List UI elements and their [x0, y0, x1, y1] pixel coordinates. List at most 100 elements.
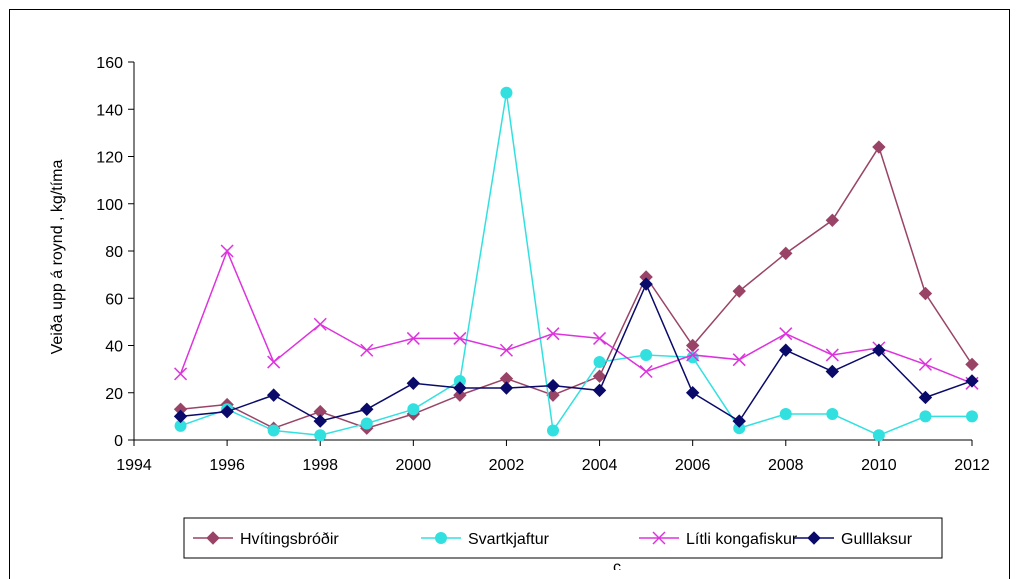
data-point	[173, 409, 188, 424]
data-point	[732, 353, 746, 367]
x-tick-label: 2008	[768, 457, 804, 474]
data-point	[453, 381, 467, 395]
legend-marker	[435, 532, 447, 544]
legend-item: Gulllaksur	[794, 531, 913, 548]
series-line	[179, 248, 973, 384]
data-point	[872, 343, 886, 357]
legend-label: Lítli kongafiskur	[686, 531, 798, 548]
data-point	[174, 419, 187, 432]
x-tick-label: 2000	[396, 457, 432, 474]
data-point	[966, 410, 978, 423]
data-point	[592, 369, 607, 383]
legend: Hvítingsbróðir Svartkjaftur Lítli kongafis…	[183, 517, 943, 559]
y-tick-label: 140	[96, 102, 123, 119]
x-tick-label: 2010	[861, 457, 897, 474]
series-0	[173, 140, 979, 435]
data-point	[593, 356, 606, 369]
data-point	[499, 381, 514, 395]
data-point	[266, 388, 281, 402]
y-tick-label: 60	[105, 291, 123, 308]
data-point	[825, 364, 840, 379]
data-point	[360, 417, 373, 430]
legend-item: Hvítingsbróðir	[193, 531, 339, 548]
data-point	[592, 383, 607, 398]
data-point	[639, 364, 653, 379]
y-tick-label: 160	[96, 55, 123, 72]
legend-item: Svartkjaftur	[421, 531, 550, 548]
y-axis-title: Veiða upp á roynd , kg/tíma	[49, 160, 66, 355]
data-point	[360, 402, 374, 416]
data-point	[406, 376, 421, 391]
data-point	[825, 213, 840, 227]
legend-marker	[206, 531, 220, 545]
data-point	[825, 348, 839, 362]
data-point	[779, 246, 793, 261]
y-tick-label: 0	[114, 433, 123, 450]
data-point	[779, 343, 793, 357]
data-point	[546, 327, 560, 341]
legend-item: Lítli kongafiskur	[639, 531, 798, 548]
series-line	[180, 145, 973, 430]
legend-label: Gulllaksur	[841, 531, 913, 548]
data-point	[965, 374, 979, 388]
data-point	[733, 422, 746, 435]
data-point	[453, 331, 467, 345]
data-point	[267, 424, 280, 437]
series-3	[173, 277, 979, 428]
data-point	[732, 284, 746, 298]
series-2	[174, 244, 979, 390]
data-point	[546, 388, 560, 402]
data-point	[872, 429, 885, 442]
data-point	[546, 378, 560, 393]
legend-label: Hvítingsbróðir	[240, 531, 339, 548]
data-point	[453, 374, 466, 387]
legend-label: Svartkjaftur	[468, 531, 550, 548]
data-point	[314, 429, 327, 442]
data-point	[174, 367, 188, 381]
x-tick-label: 1994	[116, 457, 152, 474]
x-tick-label: 2006	[675, 457, 711, 474]
data-point	[406, 331, 420, 345]
data-point	[826, 408, 839, 421]
y-tick-label: 20	[105, 386, 123, 403]
data-point	[918, 390, 933, 405]
data-point	[686, 348, 700, 362]
data-point	[918, 286, 933, 301]
y-tick-label: 120	[96, 150, 123, 167]
data-point	[220, 404, 234, 419]
data-point	[313, 317, 327, 331]
data-point	[685, 386, 700, 400]
series-line	[180, 282, 973, 423]
data-point	[547, 424, 559, 437]
data-point	[639, 277, 653, 291]
legend-marker	[807, 531, 821, 545]
data-point	[686, 351, 699, 364]
x-tick-label: 2002	[489, 457, 525, 474]
y-tick-label: 80	[105, 244, 123, 261]
series	[173, 86, 979, 442]
data-point	[360, 343, 374, 357]
series-line	[180, 92, 972, 437]
data-point	[220, 244, 234, 258]
data-point	[779, 408, 792, 421]
data-point	[593, 331, 607, 345]
axis-ticks: 0 20 40 60 80 100 120 140 160 1994 1996 1998 2000 200…	[96, 55, 990, 474]
x-tick-label: 2012	[954, 457, 990, 474]
data-point	[313, 414, 327, 428]
data-point	[872, 140, 886, 154]
data-point	[267, 355, 281, 369]
data-point	[453, 388, 467, 402]
x-tick-label: 1998	[302, 457, 338, 474]
x-tick-label: 2004	[582, 457, 618, 474]
data-point	[779, 327, 793, 341]
stray-text: c	[613, 559, 621, 570]
data-point	[965, 357, 979, 372]
data-point	[407, 403, 420, 416]
x-tick-label: 1996	[209, 457, 245, 474]
data-point	[919, 410, 932, 423]
y-tick-label: 40	[105, 339, 123, 356]
data-point	[499, 343, 513, 357]
legend-marker	[652, 531, 666, 545]
data-point	[500, 86, 513, 99]
